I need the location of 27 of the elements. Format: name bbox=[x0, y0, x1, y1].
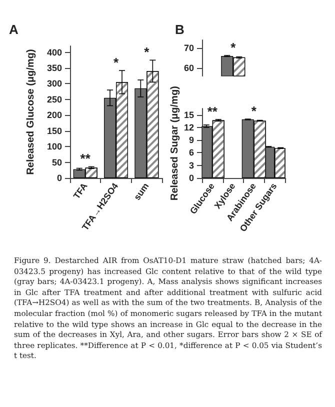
y-tick-label: 70 bbox=[184, 43, 194, 53]
y-tick-label: 15 bbox=[184, 110, 194, 120]
y-tick-label: 9 bbox=[188, 135, 194, 146]
annotation: ** bbox=[80, 151, 92, 166]
y-tick-label: 250 bbox=[46, 94, 62, 104]
y-tick-label: 60 bbox=[184, 63, 194, 73]
y-tick-label: 150 bbox=[46, 126, 62, 136]
y-tick-label: 50 bbox=[52, 157, 62, 168]
annotation: * bbox=[230, 40, 237, 55]
y-tick-label: 100 bbox=[46, 142, 62, 152]
y-tick-label: 6 bbox=[188, 148, 194, 158]
annotation: * bbox=[144, 44, 150, 60]
y-tick-label: 0 bbox=[188, 173, 194, 183]
y-axis-title: Released Glucose (μg/mg) bbox=[26, 49, 37, 175]
y-tick-label: 200 bbox=[46, 110, 62, 120]
y-tick-label: 350 bbox=[46, 63, 62, 73]
annotation: * bbox=[113, 55, 120, 70]
annotation: ** bbox=[207, 104, 218, 119]
y-axis-title: Released Sugar (μg/mg) bbox=[170, 86, 180, 200]
y-tick-label: 400 bbox=[46, 47, 62, 58]
y-tick-label: 3 bbox=[188, 160, 194, 170]
chart-title: A bbox=[9, 22, 19, 37]
y-tick-label: 12 bbox=[184, 122, 194, 132]
annotation: * bbox=[251, 104, 258, 119]
y-tick-label: 0 bbox=[56, 173, 62, 183]
chart-title: B bbox=[175, 22, 184, 37]
y-tick-label: 300 bbox=[46, 78, 62, 89]
